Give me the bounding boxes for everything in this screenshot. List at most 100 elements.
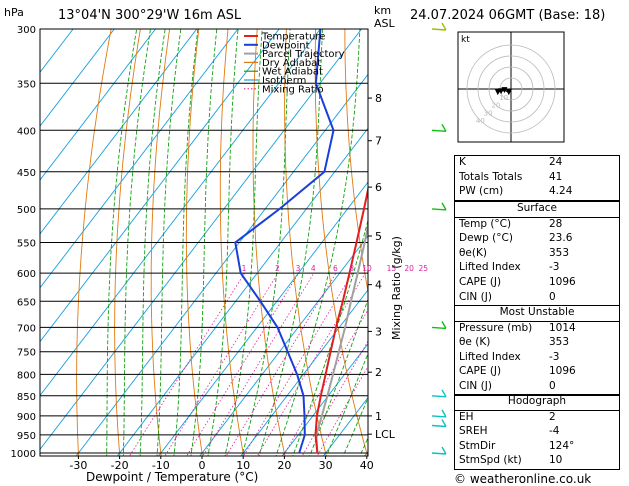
- mixing-ratio-line: [282, 309, 368, 456]
- dry-adiabat-line: [76, 29, 112, 456]
- wind-barb: [431, 424, 447, 428]
- mixing-ratio-label: 15: [387, 264, 397, 273]
- mixing-ratio-label: 20: [404, 264, 414, 273]
- dry-adiabat-line: [150, 29, 171, 456]
- wind-barb-flag: [441, 123, 447, 132]
- mixing-ratio-line: [186, 272, 299, 456]
- wet-adiabat-line: [309, 298, 368, 456]
- dry-adiabat-line: [252, 29, 286, 456]
- mixing-ratio-axis-title: Mixing Ratio (g/kg): [390, 236, 403, 340]
- wind-barb-flag: [441, 321, 447, 329]
- x-tick-label: 40: [360, 459, 374, 472]
- pressure-tick-label: 550: [17, 238, 36, 249]
- x-tick-label: 30: [319, 459, 333, 472]
- pressure-unit-label: hPa: [4, 6, 24, 19]
- mixing-ratio-label: 25: [418, 264, 428, 273]
- pressure-tick-label: 700: [17, 323, 36, 334]
- pressure-tick-label: 950: [17, 431, 36, 442]
- hodograph-table: Hodograph EH 2 SREH -4 StmDir 124° StmSpd (…: [454, 394, 620, 470]
- height-tick-label: 4: [375, 279, 382, 292]
- wet-adiabat-line: [241, 29, 291, 456]
- mixing-ratio-label: 2: [275, 264, 280, 273]
- dry-adiabat-line: [374, 5, 456, 471]
- station-location: 13°04'N 300°29'W 16m ASL: [58, 8, 242, 23]
- temperature-line: [314, 185, 368, 454]
- hodograph-point: [505, 89, 512, 96]
- hodograph-ring-label: 30: [484, 109, 493, 117]
- mixing-ratio-line: [202, 272, 315, 456]
- surface-title: Surface: [516, 202, 557, 214]
- wet-adiabat-line: [190, 29, 218, 456]
- wind-barb: [431, 452, 447, 455]
- isotherm-line: [116, 127, 368, 456]
- wet-adiabat-line: [342, 396, 368, 456]
- pressure-tick-label: 1000: [11, 449, 36, 460]
- dry-adiabat-line: [344, 29, 368, 294]
- parcel-trajectory-line: [315, 220, 368, 454]
- height-tick-label: 8: [375, 92, 382, 105]
- isotherm-line: [40, 29, 239, 289]
- wind-barb-flag: [441, 389, 447, 398]
- legend-label: Isotherm: [262, 76, 306, 87]
- legend-label: Dewpoint: [262, 40, 310, 51]
- legend-label: Mixing Ratio: [262, 84, 324, 95]
- pressure-tick-label: 350: [17, 79, 36, 90]
- x-axis-title: Dewpoint / Temperature (°C): [86, 470, 259, 484]
- isotherm-line: [40, 29, 115, 127]
- wet-adiabat-line: [156, 29, 182, 456]
- isotherm-line: [40, 29, 363, 451]
- pressure-tick-label: 900: [17, 412, 36, 423]
- wet-adiabat-line: [224, 29, 263, 456]
- isotherm-line: [40, 29, 157, 181]
- mixing-ratio-label: 10: [362, 264, 372, 273]
- most-unstable-title: Most Unstable: [499, 306, 575, 318]
- hodograph-ring: [488, 66, 534, 112]
- height-unit-km: km: [374, 4, 392, 17]
- mixing-ratio-label: 3: [296, 264, 301, 273]
- wet-adiabat-line: [275, 29, 361, 456]
- mixing-ratio-line: [129, 272, 245, 456]
- mixing-ratio-label: 1: [242, 264, 247, 273]
- hodograph-ring-label: 20: [491, 102, 500, 110]
- pressure-tick-label: 800: [17, 370, 36, 381]
- x-tick-label: 0: [199, 459, 206, 472]
- mixing-ratio-label: 6: [333, 264, 338, 273]
- mixing-ratio-label: 8: [349, 264, 354, 273]
- hodograph-unit: kt: [461, 35, 470, 45]
- x-tick-label: 10: [236, 459, 250, 472]
- index-row-pw: PW (cm) 4.24: [459, 185, 573, 198]
- hodograph-ring: [466, 44, 556, 134]
- mixing-ratio-line: [243, 272, 353, 456]
- wet-adiabat-line: [326, 352, 368, 456]
- pressure-tick-label: 750: [17, 348, 36, 359]
- dewpoint-line: [234, 29, 335, 454]
- surface-table: Surface Temp (°C) 28 Dewp (°C) 23.6 θe(K) 3…: [454, 201, 620, 307]
- hodograph-ring: [477, 55, 545, 123]
- dry-adiabat-line: [114, 29, 141, 456]
- mixing-ratio-label: 4: [311, 264, 316, 273]
- height-tick-label: 5: [375, 230, 382, 243]
- wet-adiabat-line: [139, 29, 166, 456]
- wet-adiabat-line: [207, 29, 239, 456]
- most-unstable-table: Most Unstable Pressure (mb) 1014 θe (K) 35…: [454, 305, 620, 396]
- x-tick-label: -30: [69, 459, 87, 472]
- pressure-tick-label: 300: [17, 25, 36, 36]
- pressure-tick-label: 400: [17, 126, 36, 137]
- legend-label: Temperature: [261, 32, 325, 43]
- x-tick-label: -20: [111, 459, 129, 472]
- mixing-ratio-line: [225, 272, 337, 456]
- wet-adiabat-line: [173, 29, 199, 456]
- mixing-ratio-line: [164, 272, 279, 456]
- plot-frame: [39, 28, 369, 457]
- copyright: © weatheronline.co.uk: [454, 472, 592, 486]
- height-tick-label: 3: [375, 325, 382, 338]
- isotherm-line: [281, 343, 368, 456]
- wet-adiabat-line: [106, 29, 138, 456]
- isotherm-line: [40, 29, 280, 343]
- wind-barb: [431, 415, 447, 418]
- x-tick-label: 20: [277, 459, 291, 472]
- isotherm-line: [240, 289, 368, 456]
- wind-barb: [431, 395, 447, 398]
- isotherm-line: [40, 29, 198, 235]
